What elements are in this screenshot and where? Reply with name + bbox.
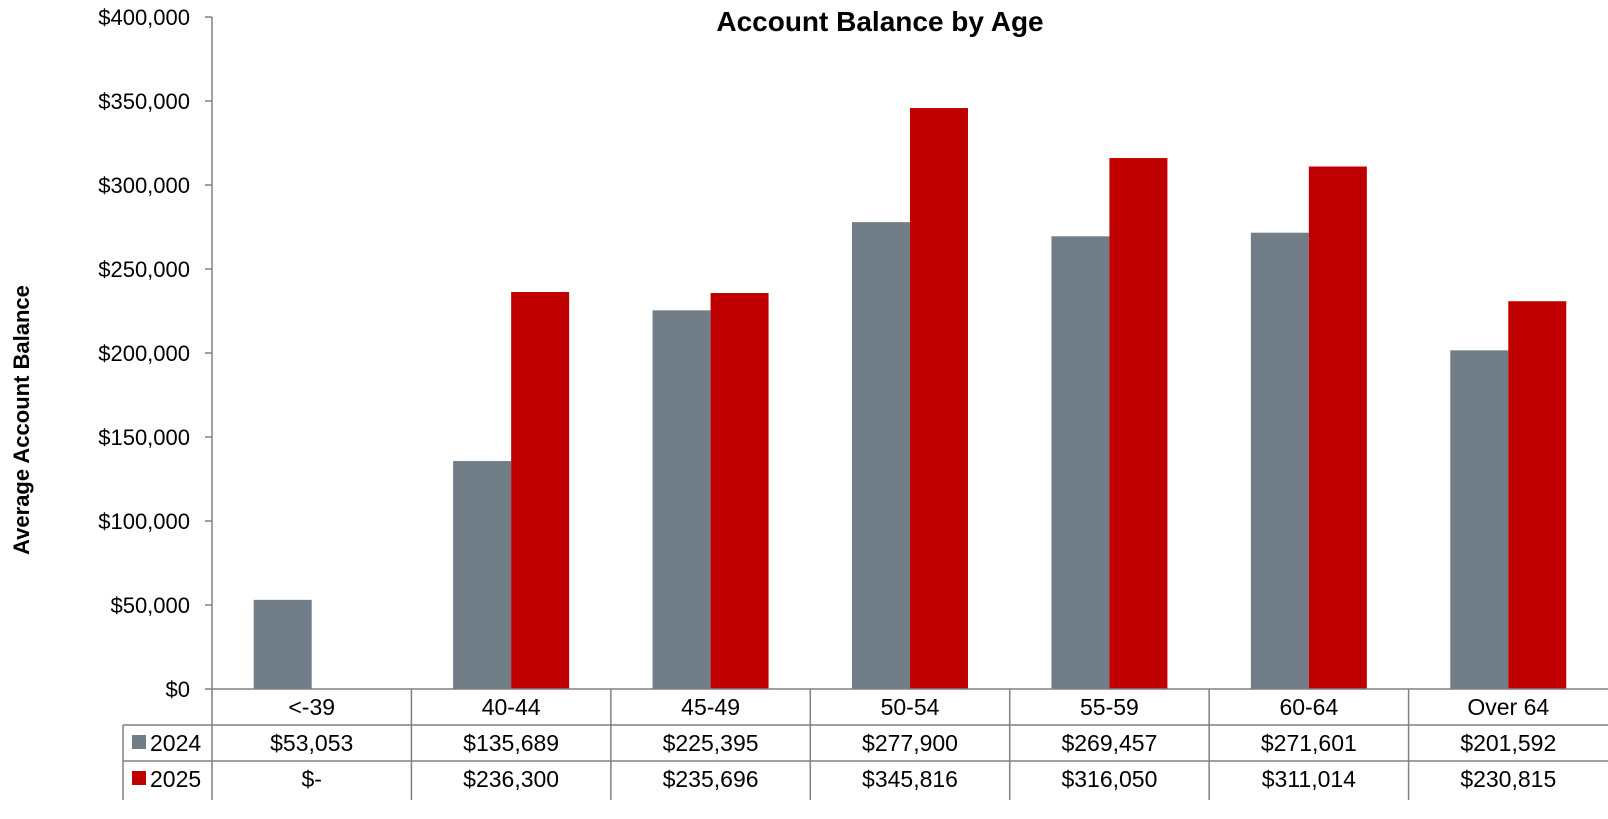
data-label: $201,592 (1460, 730, 1556, 756)
bar-2025 (1109, 158, 1168, 689)
data-table: <-39 40-44 45-49 50-54 55-59 60-64 Over 64 2024… (122, 688, 1608, 800)
data-label: $277,900 (862, 730, 958, 756)
y-tick-label: $50,000 (110, 593, 190, 618)
y-tick-label: $0 (166, 677, 190, 702)
y-tick-label: $300,000 (98, 173, 190, 198)
data-label: $235,696 (663, 766, 759, 792)
data-label: $345,816 (862, 766, 958, 792)
y-tick-label: $400,000 (98, 5, 190, 30)
data-label: $135,689 (463, 730, 559, 756)
legend-label: 2024 (150, 730, 201, 756)
bar-2025 (1508, 301, 1567, 689)
data-label: $269,457 (1061, 730, 1157, 756)
category-label: Over 64 (1467, 694, 1549, 720)
y-tick-label: $100,000 (98, 509, 190, 534)
data-label: $271,601 (1261, 730, 1357, 756)
data-label: $53,053 (270, 730, 353, 756)
y-tick-label: $250,000 (98, 257, 190, 282)
plot-area: $0 $50,000 $100,000 $150,000 $200,000 $250,00… (98, 5, 1567, 702)
category-label: 60-64 (1279, 694, 1338, 720)
y-tick-label: $150,000 (98, 425, 190, 450)
bar-2025 (1308, 166, 1367, 690)
bar-2025 (910, 108, 968, 690)
chart-title: Account Balance by Age (716, 6, 1043, 37)
data-label: $311,014 (1262, 766, 1356, 792)
bar-2025 (511, 292, 570, 689)
data-label: $225,395 (663, 730, 759, 756)
bar-2024 (1450, 350, 1509, 689)
legend-swatch-2025 (132, 771, 146, 785)
legend-label: 2025 (150, 766, 201, 792)
data-label: $230,815 (1460, 766, 1556, 792)
y-axis-label: Average Account Balance (9, 285, 34, 555)
category-label: 40-44 (482, 694, 541, 720)
bar-2024 (1250, 232, 1309, 689)
bar-2024 (253, 599, 312, 689)
legend-swatch-2024 (132, 735, 146, 749)
data-label: $236,300 (463, 766, 559, 792)
bar-2024 (852, 222, 910, 690)
category-label: 50-54 (881, 694, 940, 720)
bar-2025 (710, 293, 769, 689)
category-label: 45-49 (681, 694, 740, 720)
bar-2024 (652, 310, 711, 689)
data-label: $316,050 (1061, 766, 1157, 792)
y-tick-label: $200,000 (98, 341, 190, 366)
y-tick-label: $350,000 (98, 89, 190, 114)
category-label: <-39 (288, 694, 335, 720)
bar-2024 (1051, 236, 1110, 689)
bar-2024 (453, 461, 512, 689)
category-label: 55-59 (1080, 694, 1139, 720)
data-label: $- (301, 766, 321, 792)
